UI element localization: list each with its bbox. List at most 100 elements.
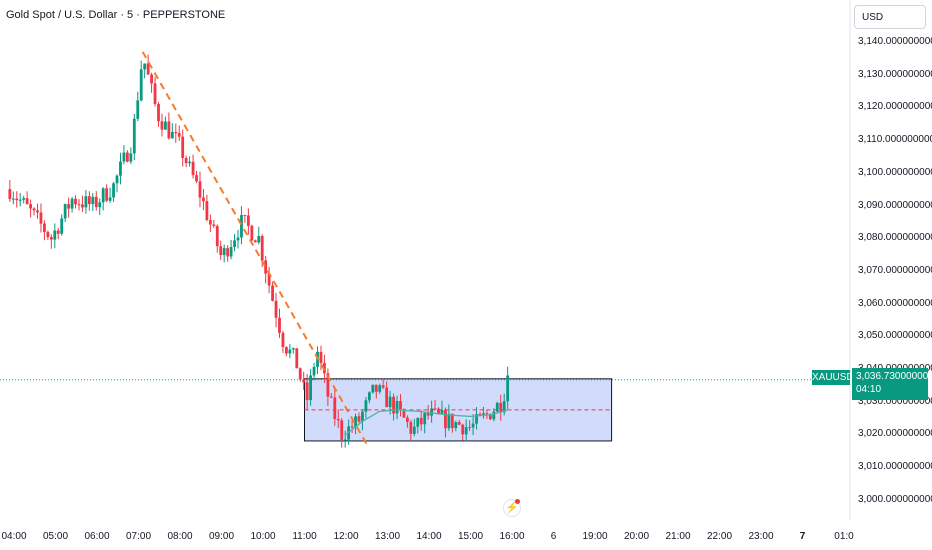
time-tick-label: 13:00 [374, 531, 401, 542]
candle-body [122, 152, 126, 162]
candle-body [184, 157, 188, 164]
candle-body [381, 385, 385, 388]
candle-body [108, 197, 112, 201]
price-tick-label: 3,080.000000000 [858, 232, 932, 244]
candle-body [319, 351, 323, 364]
candle-body [81, 204, 84, 208]
candle-body [305, 382, 309, 401]
time-tick-label: 14:00 [416, 531, 442, 542]
candle-body [46, 231, 50, 238]
candle-body [278, 317, 281, 333]
candle-body [139, 69, 143, 101]
candle-body [357, 416, 361, 422]
trendline [141, 51, 368, 445]
candle-body [136, 100, 140, 119]
candle-body [447, 413, 451, 429]
candle-body [43, 223, 46, 232]
candle-body [157, 104, 160, 122]
candle-body [412, 426, 416, 434]
candle-body [53, 230, 57, 240]
candle-body [281, 332, 285, 348]
candle-body [478, 414, 482, 416]
candle-body [160, 121, 164, 130]
candle-body [153, 83, 157, 105]
candle-body [405, 417, 409, 423]
candle-body [426, 413, 430, 416]
candle-body [271, 285, 274, 301]
candle-body [367, 392, 371, 401]
candle-body [295, 348, 299, 369]
candle-body [112, 183, 115, 198]
candle-body [77, 204, 81, 206]
candle-body [437, 408, 440, 414]
candle-body [312, 366, 316, 376]
candle-body [15, 198, 19, 201]
candle-body [29, 204, 32, 209]
price-tick-label: 3,070.000000000 [858, 264, 932, 276]
candle-body [488, 414, 492, 420]
price-tick-label: 3,130.000000000 [858, 68, 932, 80]
candle-body [226, 248, 230, 257]
candle-body [340, 420, 344, 440]
candle-body [374, 384, 378, 392]
candle-body [444, 410, 447, 429]
candle-body [181, 136, 185, 158]
candle-body [164, 121, 167, 130]
current-price-value: 3,036.730000000 [856, 371, 932, 382]
candle-body [49, 237, 53, 240]
time-tick-label: 06:00 [84, 531, 110, 542]
candle-body [177, 133, 181, 137]
candle-body [119, 161, 122, 176]
candle-body [91, 196, 95, 205]
currency-button[interactable]: USD [854, 5, 926, 29]
candle-body [336, 418, 340, 421]
candle-body [8, 189, 12, 199]
price-tick-label: 3,120.000000000 [858, 101, 932, 113]
candle-body [506, 375, 510, 402]
candle-body [105, 188, 109, 201]
candle-body [146, 63, 150, 75]
candle-body [416, 417, 420, 427]
candle-body [208, 219, 212, 225]
time-tick-label: 04:00 [1, 531, 27, 542]
time-tick-label: 15:00 [457, 531, 484, 542]
price-tick-label: 3,060.000000000 [858, 297, 932, 309]
price-tick-label: 3,000.000000000 [858, 493, 932, 505]
candle-body [468, 427, 472, 429]
candle-body [125, 152, 129, 162]
moving-average-line [345, 409, 509, 435]
candle-body [285, 347, 288, 354]
candle-body [205, 201, 209, 220]
candle-body [167, 121, 171, 139]
candle-body [219, 246, 223, 256]
candle-body [202, 197, 205, 202]
candle-body [222, 248, 226, 256]
time-tick-label: 16:00 [499, 531, 525, 542]
candle-body [423, 413, 427, 425]
time-tick-label: 01:0 [834, 531, 854, 542]
price-tick-label: 3,010.000000000 [858, 461, 932, 473]
candle-body [471, 423, 475, 428]
candle-body [457, 422, 461, 425]
candle-body [236, 237, 240, 241]
event-indicator-dot [515, 499, 520, 504]
candle-body [212, 224, 216, 227]
candle-body [378, 385, 382, 392]
candle-body [485, 413, 489, 415]
candle-body [298, 368, 302, 380]
candle-body [74, 198, 77, 205]
candle-body [395, 401, 399, 414]
candle-body [174, 131, 178, 134]
candle-body [454, 422, 458, 429]
time-tick-label: 22:00 [706, 531, 733, 542]
price-tick-label: 3,110.000000000 [858, 134, 932, 146]
candle-body [450, 413, 454, 429]
candle-body [371, 384, 375, 393]
candle-body [253, 240, 257, 243]
candle-body [215, 226, 219, 247]
price-tick-label: 3,100.000000000 [858, 166, 932, 178]
candle-body [495, 402, 499, 412]
candle-body [350, 426, 354, 428]
candle-body [229, 247, 233, 257]
